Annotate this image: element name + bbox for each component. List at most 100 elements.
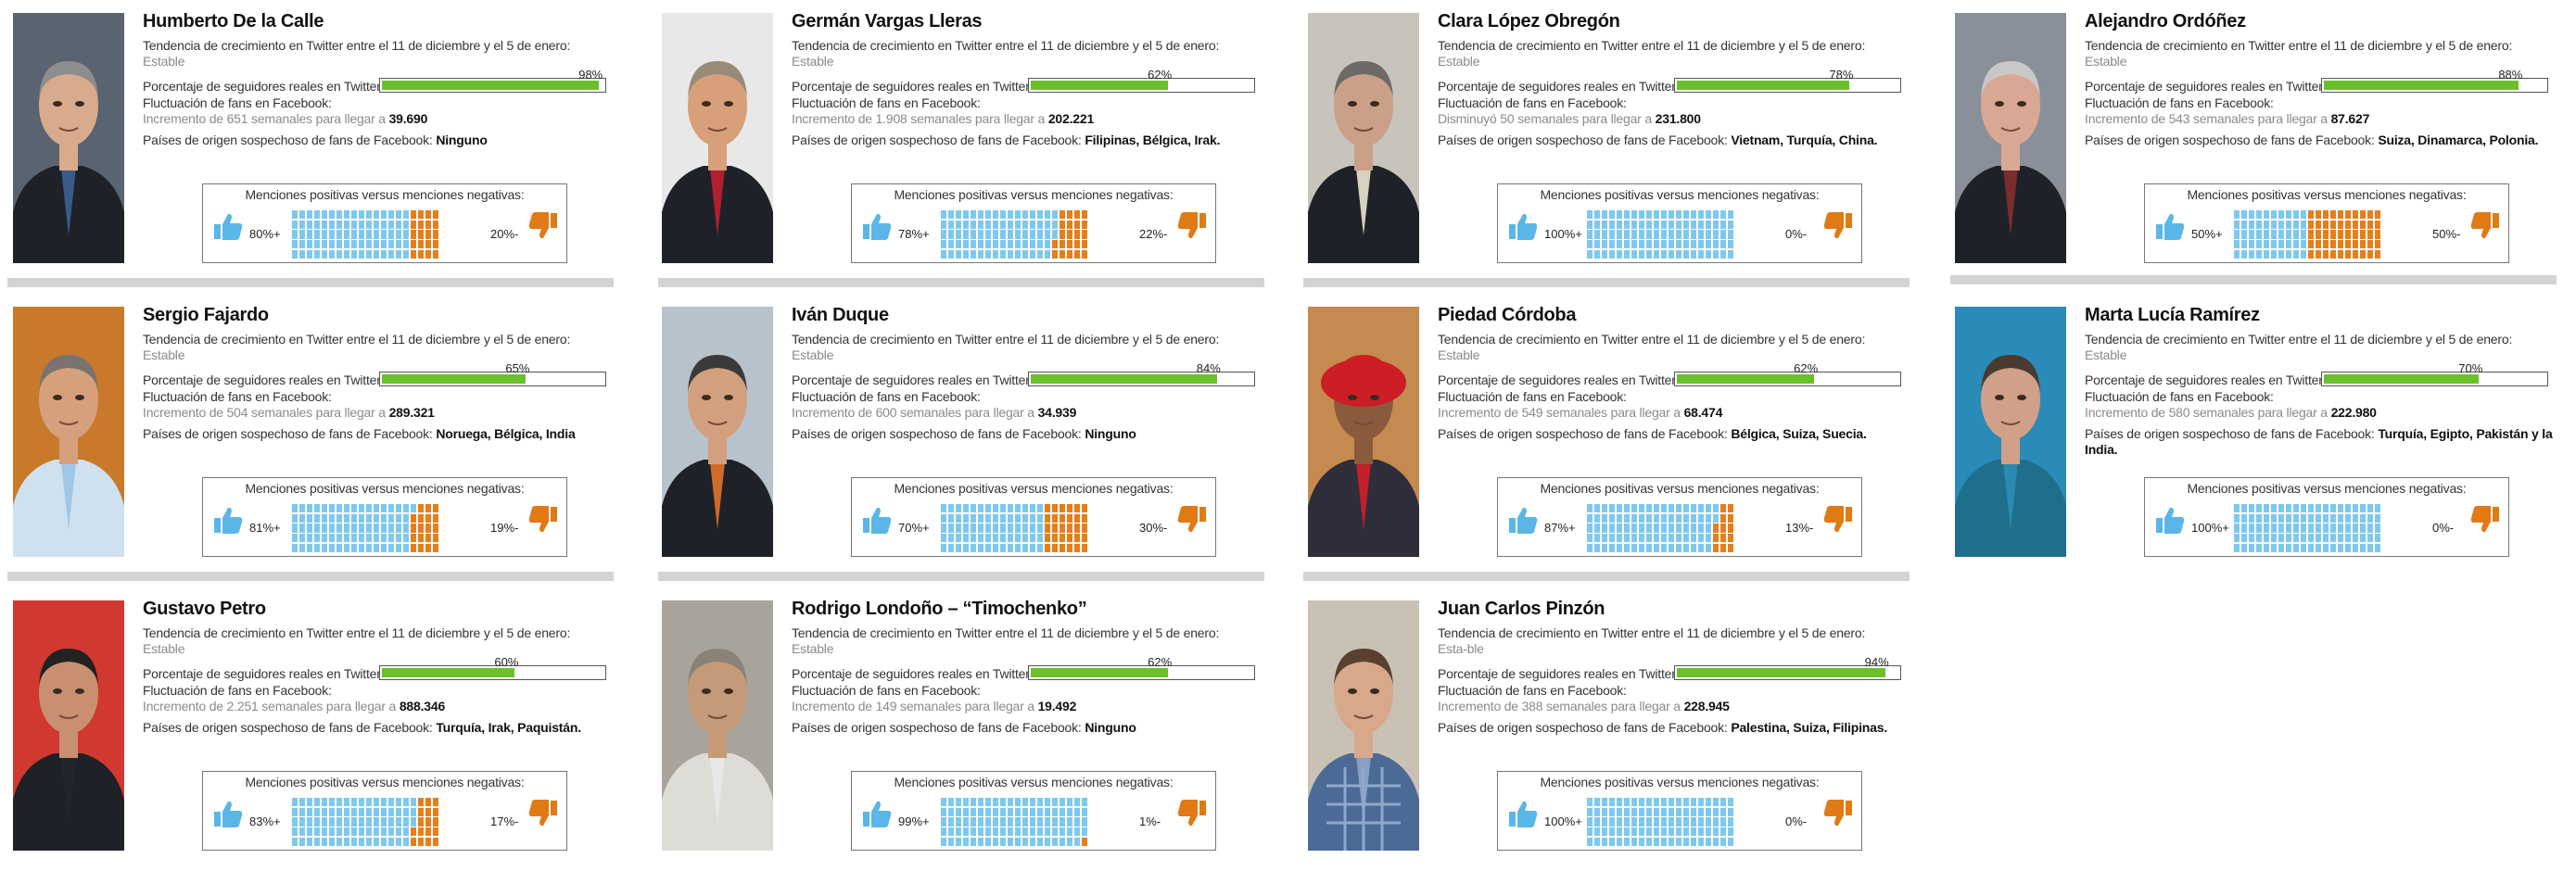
negative-cell xyxy=(1073,513,1081,523)
candidate-photo xyxy=(1955,13,2066,263)
positive-cell xyxy=(2278,210,2285,220)
positive-cell xyxy=(1668,240,1675,249)
positive-cell xyxy=(1014,513,1022,523)
positive-cell xyxy=(999,534,1007,543)
positive-cell xyxy=(970,817,977,827)
positive-cell xyxy=(395,513,402,523)
positive-cell xyxy=(313,230,321,239)
positive-cell xyxy=(1653,807,1660,816)
positive-cell xyxy=(970,230,977,239)
positive-cell xyxy=(1675,220,1682,229)
positive-cell xyxy=(395,827,402,837)
positive-cell xyxy=(365,534,373,543)
real-followers-label: Porcentaje de seguidores reales en Twitt… xyxy=(1438,79,1680,94)
negative-cell xyxy=(1073,210,1081,220)
positive-cell xyxy=(1660,210,1668,220)
positive-cell xyxy=(1682,210,1690,220)
negative-cell xyxy=(1081,513,1087,523)
positive-cell xyxy=(1601,524,1608,533)
positive-cell xyxy=(306,817,313,827)
positive-cell xyxy=(358,837,365,846)
positive-cell xyxy=(2344,513,2352,523)
positive-cell xyxy=(2255,210,2263,220)
positive-cell xyxy=(1623,524,1631,533)
real-followers-bar-fill xyxy=(1031,81,1169,90)
negative-cell xyxy=(410,534,417,543)
negative-cell xyxy=(432,504,438,513)
positive-cell xyxy=(2307,543,2315,552)
positive-cell xyxy=(365,504,373,513)
negative-cell xyxy=(2329,220,2337,229)
positive-cell xyxy=(292,807,298,816)
positive-cell xyxy=(1593,807,1601,816)
positive-cell xyxy=(955,827,962,837)
positive-cell xyxy=(2315,524,2322,533)
negative-percent: 30%- xyxy=(1139,521,1168,535)
positive-cell xyxy=(1593,837,1601,846)
negative-percent: 19%- xyxy=(490,521,519,535)
twitter-trend-value: Esta-ble xyxy=(1438,641,1484,656)
origin-countries-value: Filipinas, Bélgica, Irak. xyxy=(1085,133,1221,147)
positive-cell xyxy=(1660,827,1668,837)
twitter-trend-value: Estable xyxy=(792,641,834,656)
positive-cell xyxy=(1036,524,1044,533)
positive-cell xyxy=(321,240,328,249)
positive-cell xyxy=(1014,210,1022,220)
positive-cell xyxy=(1631,513,1638,523)
negative-cell xyxy=(1059,504,1066,513)
positive-cell xyxy=(2263,513,2270,523)
positive-cell xyxy=(350,230,358,239)
positive-cell xyxy=(1719,798,1727,807)
candidate-info: Iván Duque Tendencia de crecimiento en T… xyxy=(792,305,1264,442)
candidate-info: Piedad Córdoba Tendencia de crecimiento … xyxy=(1438,305,1910,442)
positive-cell xyxy=(1705,827,1712,837)
positive-cell xyxy=(1631,210,1638,220)
negative-cell xyxy=(1719,534,1727,543)
positive-cell xyxy=(343,513,350,523)
positive-cell xyxy=(999,230,1007,239)
positive-cell xyxy=(2300,220,2307,229)
positive-cell xyxy=(1638,210,1645,220)
positive-cell xyxy=(292,524,298,533)
positive-cell xyxy=(1587,827,1593,837)
positive-cell xyxy=(2315,504,2322,513)
positive-cell xyxy=(1044,249,1051,259)
facebook-total: 34.939 xyxy=(1037,405,1077,420)
positive-cell xyxy=(984,798,992,807)
positive-cell xyxy=(2270,543,2278,552)
negative-cell xyxy=(1073,543,1081,552)
negative-cell xyxy=(2352,220,2359,229)
positive-cell xyxy=(1727,249,1733,259)
real-followers-label: Porcentaje de seguidores reales en Twitt… xyxy=(2085,372,2327,387)
positive-cell xyxy=(1697,513,1705,523)
positive-cell xyxy=(962,230,970,239)
facebook-fluctuation: Incremento de 388 semanales para llegar … xyxy=(1438,699,1910,714)
positive-cell xyxy=(1690,249,1697,259)
mentions-box: Menciones positivas versus menciones neg… xyxy=(1497,183,1862,263)
facebook-fluctuation-text: Incremento de 388 semanales para llegar … xyxy=(1438,699,1681,713)
negative-percent: 0%- xyxy=(1785,227,1808,241)
mentions-title: Menciones positivas versus menciones neg… xyxy=(894,775,1174,789)
positive-cell xyxy=(962,210,970,220)
real-followers-bar-fill xyxy=(382,81,600,90)
positive-cell xyxy=(373,504,380,513)
positive-cell xyxy=(1727,837,1733,846)
facebook-total: 888.346 xyxy=(399,699,446,713)
positive-cell xyxy=(358,513,365,523)
real-followers-bar: 84% xyxy=(1028,361,1255,386)
positive-cell xyxy=(2307,513,2315,523)
positive-cell xyxy=(1712,807,1719,816)
candidate-name: Iván Duque xyxy=(792,305,889,325)
positive-cell xyxy=(336,230,343,239)
positive-cell xyxy=(1690,543,1697,552)
negative-cell xyxy=(1044,504,1051,513)
positive-cell xyxy=(984,817,992,827)
positive-cell xyxy=(1668,827,1675,837)
positive-percent: 81%+ xyxy=(249,521,281,535)
positive-cell xyxy=(328,817,336,827)
positive-cell xyxy=(1044,240,1051,249)
twitter-trend-label: Tendencia de crecimiento en Twitter entr… xyxy=(143,332,571,347)
positive-cell xyxy=(1616,543,1623,552)
twitter-trend-label: Tendencia de crecimiento en Twitter entr… xyxy=(1438,38,1866,53)
facebook-label: Fluctuación de fans en Facebook: xyxy=(1438,95,1627,110)
